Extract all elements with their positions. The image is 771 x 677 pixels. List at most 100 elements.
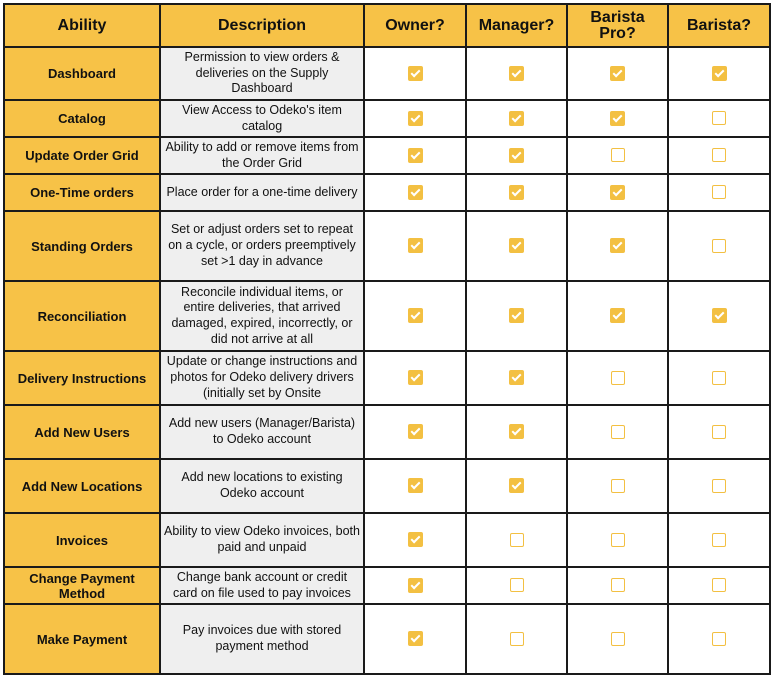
- unchecked-checkbox-icon[interactable]: [712, 185, 726, 200]
- unchecked-checkbox-icon[interactable]: [712, 532, 726, 547]
- owner-permission-cell: [363, 458, 467, 514]
- barista-pro-permission-cell: [566, 136, 669, 175]
- unchecked-checkbox-icon[interactable]: [712, 370, 726, 385]
- column-header-manager: Manager?: [465, 3, 568, 48]
- owner-permission-cell: [363, 173, 467, 212]
- description-cell: View Access to Odeko's item catalog: [159, 99, 365, 138]
- manager-permission-cell: [465, 173, 568, 212]
- checked-checkbox-icon[interactable]: [407, 184, 423, 200]
- barista-pro-permission-cell: [566, 603, 669, 675]
- checked-checkbox-icon[interactable]: [711, 65, 727, 81]
- checked-checkbox-icon[interactable]: [509, 424, 524, 440]
- ability-cell: One-Time orders: [3, 173, 161, 212]
- ability-cell: Add New Users: [3, 404, 161, 460]
- barista-pro-permission-cell: [566, 404, 669, 460]
- checked-checkbox-icon[interactable]: [509, 65, 524, 81]
- table-row: Catalog View Access to Odeko's item catal…: [3, 99, 771, 138]
- checked-checkbox-icon[interactable]: [407, 65, 423, 81]
- table-row: Reconciliation Reconcile individual items…: [3, 280, 771, 352]
- owner-permission-cell: [363, 512, 467, 568]
- checked-checkbox-icon[interactable]: [509, 478, 524, 494]
- column-header-barista: Barista?: [667, 3, 771, 48]
- description-cell: Set or adjust orders set to repeat on a …: [159, 210, 365, 282]
- checked-checkbox-icon[interactable]: [407, 370, 423, 386]
- barista-pro-permission-cell: [566, 46, 669, 101]
- owner-permission-cell: [363, 603, 467, 675]
- ability-cell: Catalog: [3, 99, 161, 138]
- unchecked-checkbox-icon[interactable]: [610, 148, 625, 163]
- checked-checkbox-icon[interactable]: [610, 110, 625, 126]
- checked-checkbox-icon[interactable]: [407, 577, 423, 593]
- barista-permission-cell: [667, 566, 771, 605]
- manager-permission-cell: [465, 566, 568, 605]
- owner-permission-cell: [363, 136, 467, 175]
- unchecked-checkbox-icon[interactable]: [712, 631, 726, 646]
- unchecked-checkbox-icon[interactable]: [509, 532, 524, 547]
- table-row: Dashboard Permission to view orders & del…: [3, 46, 771, 101]
- description-cell: Ability to add or remove items from the …: [159, 136, 365, 175]
- manager-permission-cell: [465, 350, 568, 406]
- barista-pro-permission-cell: [566, 512, 669, 568]
- unchecked-checkbox-icon[interactable]: [610, 631, 625, 646]
- checked-checkbox-icon[interactable]: [509, 110, 524, 126]
- ability-cell: Invoices: [3, 512, 161, 568]
- unchecked-checkbox-icon[interactable]: [712, 148, 726, 163]
- unchecked-checkbox-icon[interactable]: [610, 532, 625, 547]
- unchecked-checkbox-icon[interactable]: [712, 424, 726, 439]
- barista-permission-cell: [667, 512, 771, 568]
- table-row: Make Payment Pay invoices due with stored…: [3, 603, 771, 675]
- barista-pro-permission-cell: [566, 458, 669, 514]
- unchecked-checkbox-icon[interactable]: [610, 370, 625, 385]
- checked-checkbox-icon[interactable]: [610, 65, 625, 81]
- column-header-description: Description: [159, 3, 365, 48]
- description-cell: Change bank account or credit card on fi…: [159, 566, 365, 605]
- description-cell: Reconcile individual items, or entire de…: [159, 280, 365, 352]
- manager-permission-cell: [465, 136, 568, 175]
- table-row: Update Order Grid Ability to add or remov…: [3, 136, 771, 175]
- ability-cell: Delivery Instructions: [3, 350, 161, 406]
- checked-checkbox-icon[interactable]: [407, 147, 423, 163]
- barista-permission-cell: [667, 458, 771, 514]
- checked-checkbox-icon[interactable]: [407, 478, 423, 494]
- unchecked-checkbox-icon[interactable]: [712, 111, 726, 126]
- barista-permission-cell: [667, 173, 771, 212]
- barista-pro-permission-cell: [566, 99, 669, 138]
- checked-checkbox-icon[interactable]: [407, 424, 423, 440]
- checked-checkbox-icon[interactable]: [509, 184, 524, 200]
- manager-permission-cell: [465, 280, 568, 352]
- checked-checkbox-icon[interactable]: [711, 308, 727, 324]
- checked-checkbox-icon[interactable]: [509, 370, 524, 386]
- checked-checkbox-icon[interactable]: [407, 238, 423, 254]
- unchecked-checkbox-icon[interactable]: [712, 478, 726, 493]
- unchecked-checkbox-icon[interactable]: [712, 578, 726, 593]
- unchecked-checkbox-icon[interactable]: [610, 478, 625, 493]
- unchecked-checkbox-icon[interactable]: [509, 631, 524, 646]
- ability-cell: Add New Locations: [3, 458, 161, 514]
- checked-checkbox-icon[interactable]: [407, 532, 423, 548]
- description-cell: Add new locations to existing Odeko acco…: [159, 458, 365, 514]
- table-row: One-Time orders Place order for a one-tim…: [3, 173, 771, 212]
- checked-checkbox-icon[interactable]: [509, 147, 524, 163]
- table-row: Change Payment Method Change bank account…: [3, 566, 771, 605]
- unchecked-checkbox-icon[interactable]: [610, 578, 625, 593]
- checked-checkbox-icon[interactable]: [407, 631, 423, 647]
- description-cell: Ability to view Odeko invoices, both pai…: [159, 512, 365, 568]
- column-header-ability: Ability: [3, 3, 161, 48]
- checked-checkbox-icon[interactable]: [610, 308, 625, 324]
- unchecked-checkbox-icon[interactable]: [509, 578, 524, 593]
- table-header-row: Ability Description Owner? Manager? Bari…: [3, 3, 771, 48]
- unchecked-checkbox-icon[interactable]: [610, 424, 625, 439]
- checked-checkbox-icon[interactable]: [610, 184, 625, 200]
- checked-checkbox-icon[interactable]: [509, 238, 524, 254]
- table-row: Standing Orders Set or adjust orders set …: [3, 210, 771, 282]
- checked-checkbox-icon[interactable]: [509, 308, 524, 324]
- description-cell: Pay invoices due with stored payment met…: [159, 603, 365, 675]
- ability-cell: Reconciliation: [3, 280, 161, 352]
- checked-checkbox-icon[interactable]: [610, 238, 625, 254]
- unchecked-checkbox-icon[interactable]: [712, 238, 726, 253]
- column-header-owner: Owner?: [363, 3, 467, 48]
- checked-checkbox-icon[interactable]: [407, 110, 423, 126]
- ability-cell: Make Payment: [3, 603, 161, 675]
- manager-permission-cell: [465, 99, 568, 138]
- checked-checkbox-icon[interactable]: [407, 308, 423, 324]
